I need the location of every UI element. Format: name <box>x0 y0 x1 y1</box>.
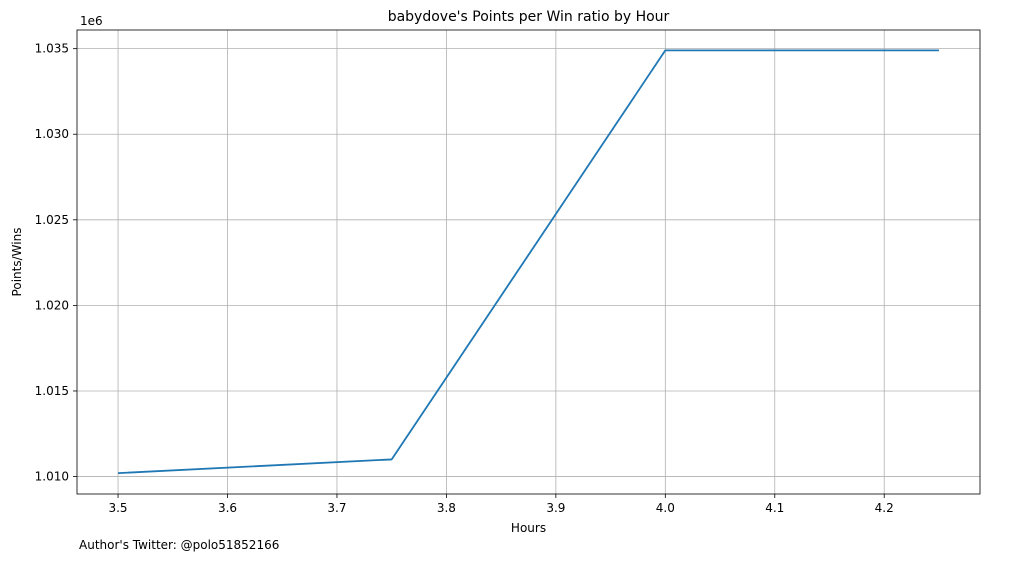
y-tick-label: 1.035 <box>35 42 69 56</box>
y-axis-label: Points/Wins <box>10 228 24 297</box>
x-tick-label: 4.1 <box>765 501 784 515</box>
grid-lines <box>77 30 980 494</box>
x-tick-label: 4.2 <box>875 501 894 515</box>
y-tick-label: 1.010 <box>35 470 69 484</box>
series-line <box>118 49 939 475</box>
y-tick-label: 1.015 <box>35 384 69 398</box>
x-tick-label: 3.7 <box>327 501 346 515</box>
x-tick-label: 3.8 <box>437 501 456 515</box>
x-axis-ticks: 3.5 3.6 3.7 3.8 3.9 4.0 4.1 4.2 <box>108 494 894 515</box>
chart-title: babydove's Points per Win ratio by Hour <box>388 9 670 25</box>
x-tick-label: 3.6 <box>218 501 237 515</box>
x-tick-label: 3.5 <box>108 501 127 515</box>
y-axis-ticks: 1.010 1.015 1.020 1.025 1.030 1.035 <box>35 42 77 484</box>
y-axis-offset-label: 1e6 <box>80 14 103 28</box>
x-axis-label: Hours <box>511 521 546 535</box>
series-layer <box>118 49 939 475</box>
y-tick-label: 1.030 <box>35 127 69 141</box>
y-tick-label: 1.020 <box>35 298 69 312</box>
plot-frame <box>76 29 981 495</box>
author-credit: Author's Twitter: @polo51852166 <box>79 538 280 552</box>
y-tick-label: 1.025 <box>35 213 69 227</box>
x-tick-label: 3.9 <box>546 501 565 515</box>
x-tick-label: 4.0 <box>656 501 675 515</box>
